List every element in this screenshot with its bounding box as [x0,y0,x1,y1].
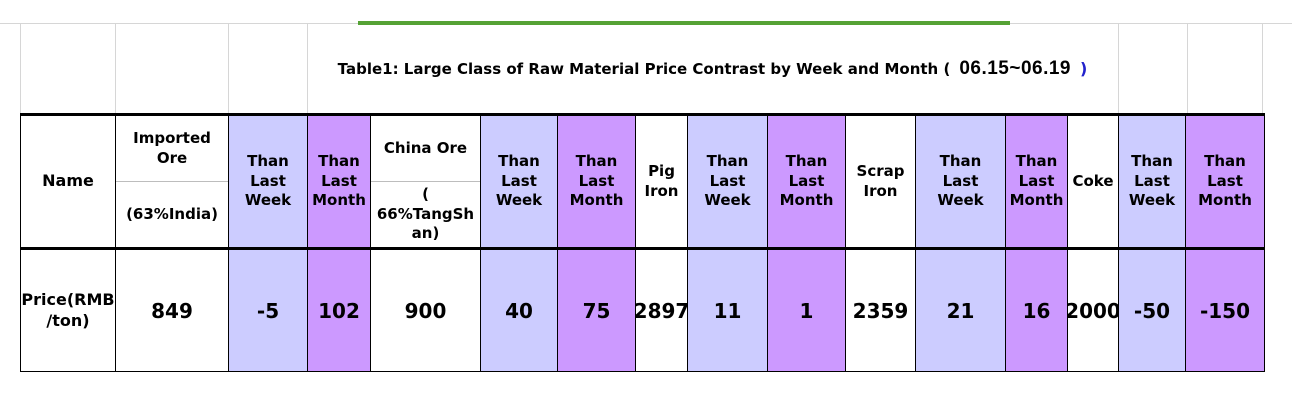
gridline [1262,24,1263,113]
header-cell-scrap-iron: Scrap Iron [846,116,916,250]
cell-imported-ore-price: 849 [116,250,229,371]
table-title: Table1: Large Class of Raw Material Pric… [307,24,1118,113]
header-cell-than-last-week-pig: Than Last Week [688,116,768,250]
date-range: 06.15~06.19 [959,57,1072,79]
gridline [228,24,229,113]
header-cell-than-last-month-coke: Than Last Month [1186,116,1264,250]
cell-scrap-iron-week: 21 [916,250,1006,371]
cell-coke-week: -50 [1119,250,1186,371]
cell-pig-iron-month: 1 [768,250,846,371]
header-cell-than-last-week-imported: Than Last Week [229,116,308,250]
cell-coke-month: -150 [1186,250,1264,371]
table-title-text: Table1: Large Class of Raw Material Pric… [337,59,951,78]
cell-pig-iron-week: 11 [688,250,768,371]
header-cell-imported-ore: Imported Ore (63%India) [116,116,229,250]
cell-imported-ore-month: 102 [308,250,371,371]
imported-ore-spec: (63%India) [126,204,218,223]
header-cell-than-last-month-imported: Than Last Month [308,116,371,250]
header-cell-china-ore: China Ore ( 66%TangSh an) [371,116,481,250]
cell-scrap-iron-price: 2359 [846,250,916,371]
header-cell-than-last-week-scrap: Than Last Week [916,116,1006,250]
header-cell-pig-iron: Pig Iron [636,116,688,250]
gridline [1118,24,1119,113]
header-cell-than-last-week-coke: Than Last Week [1119,116,1186,250]
gridline [115,24,116,113]
gridline [20,24,21,113]
header-cell-coke: Coke [1068,116,1119,250]
title-closing-paren: ) [1080,59,1088,78]
title-row: Table1: Large Class of Raw Material Pric… [20,24,1263,113]
green-divider-line [358,21,1010,25]
cell-pig-iron-price: 2897 [636,250,688,371]
header-cell-than-last-month-scrap: Than Last Month [1006,116,1068,250]
cell-coke-price: 2000 [1068,250,1119,371]
cell-china-ore-price: 900 [371,250,481,371]
header-cell-name: Name [21,116,116,250]
gridline [1187,24,1188,113]
imported-ore-label: Imported Ore [116,116,228,182]
gridline [307,24,308,113]
cell-scrap-iron-month: 16 [1006,250,1068,371]
header-cell-than-last-week-china: Than Last Week [481,116,558,250]
china-ore-label: China Ore [371,116,480,182]
cell-china-ore-week: 40 [481,250,558,371]
price-table: Name Imported Ore (63%India) Than Last W… [20,113,1265,372]
header-cell-than-last-month-pig: Than Last Month [768,116,846,250]
cell-imported-ore-week: -5 [229,250,308,371]
china-ore-spec: ( 66%TangSh an) [376,185,475,243]
header-cell-than-last-month-china: Than Last Month [558,116,636,250]
cell-china-ore-month: 75 [558,250,636,371]
row-label-price: Price(RMB /ton) [21,250,116,371]
